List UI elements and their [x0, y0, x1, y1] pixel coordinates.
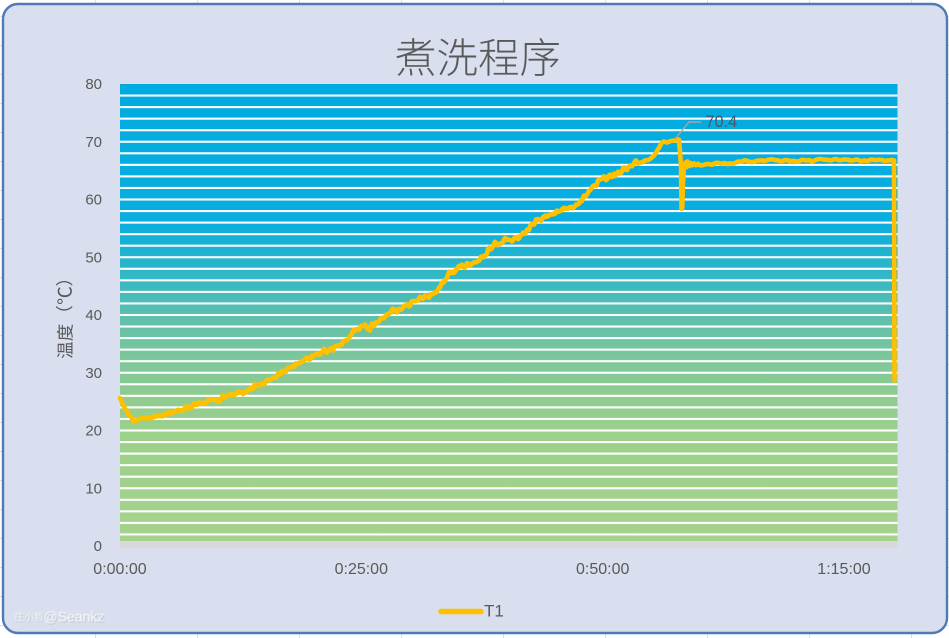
svg-text:@Seankz: @Seankz	[44, 609, 105, 625]
svg-text:80: 80	[85, 76, 102, 93]
svg-text:20: 20	[85, 423, 102, 440]
svg-text:0:00:00: 0:00:00	[93, 561, 146, 578]
svg-text:0:25:00: 0:25:00	[335, 561, 388, 578]
svg-text:60: 60	[85, 192, 102, 209]
svg-text:0: 0	[94, 538, 102, 555]
svg-text:40: 40	[85, 307, 102, 324]
svg-text:1:15:00: 1:15:00	[817, 561, 870, 578]
svg-text:70: 70	[85, 134, 102, 151]
svg-text:30: 30	[85, 365, 102, 382]
svg-text:0:50:00: 0:50:00	[576, 561, 629, 578]
svg-text:@Seankz: @Seankz	[44, 609, 105, 625]
svg-text:50: 50	[85, 249, 102, 266]
svg-text:70.4: 70.4	[706, 113, 738, 131]
svg-text:10: 10	[85, 480, 102, 497]
svg-text:T1: T1	[484, 601, 504, 620]
